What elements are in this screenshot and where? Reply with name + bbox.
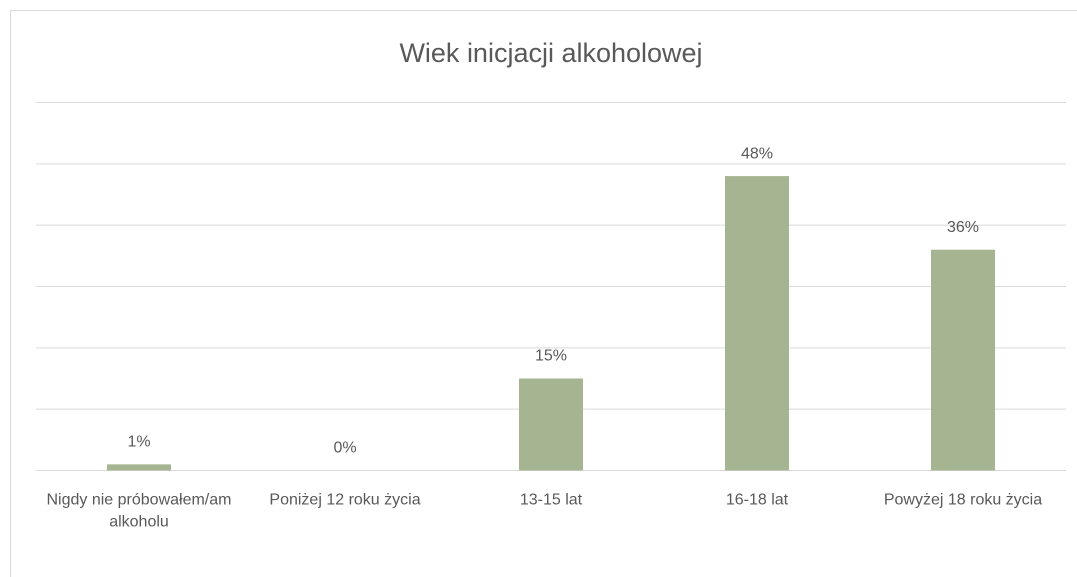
data-label: 48% — [741, 145, 773, 162]
chart-border — [10, 10, 1077, 577]
data-label: 36% — [947, 219, 979, 236]
chart-title: Wiek inicjacji alkoholowej — [399, 38, 702, 68]
bar — [519, 378, 583, 471]
bar — [931, 249, 995, 471]
data-label: 15% — [535, 348, 567, 365]
x-tick-label: Nigdy nie próbowałem/am alkoholu — [47, 492, 232, 531]
x-tick-label: 16-18 lat — [726, 492, 789, 509]
data-label: 1% — [127, 434, 150, 451]
x-tick-label: 13-15 lat — [520, 492, 583, 509]
x-tick-label: Powyżej 18 roku życia — [884, 492, 1042, 509]
bar — [107, 464, 171, 471]
data-label: 0% — [333, 440, 356, 457]
x-tick-label: Poniżej 12 roku życia — [269, 492, 420, 509]
bar — [725, 176, 789, 471]
